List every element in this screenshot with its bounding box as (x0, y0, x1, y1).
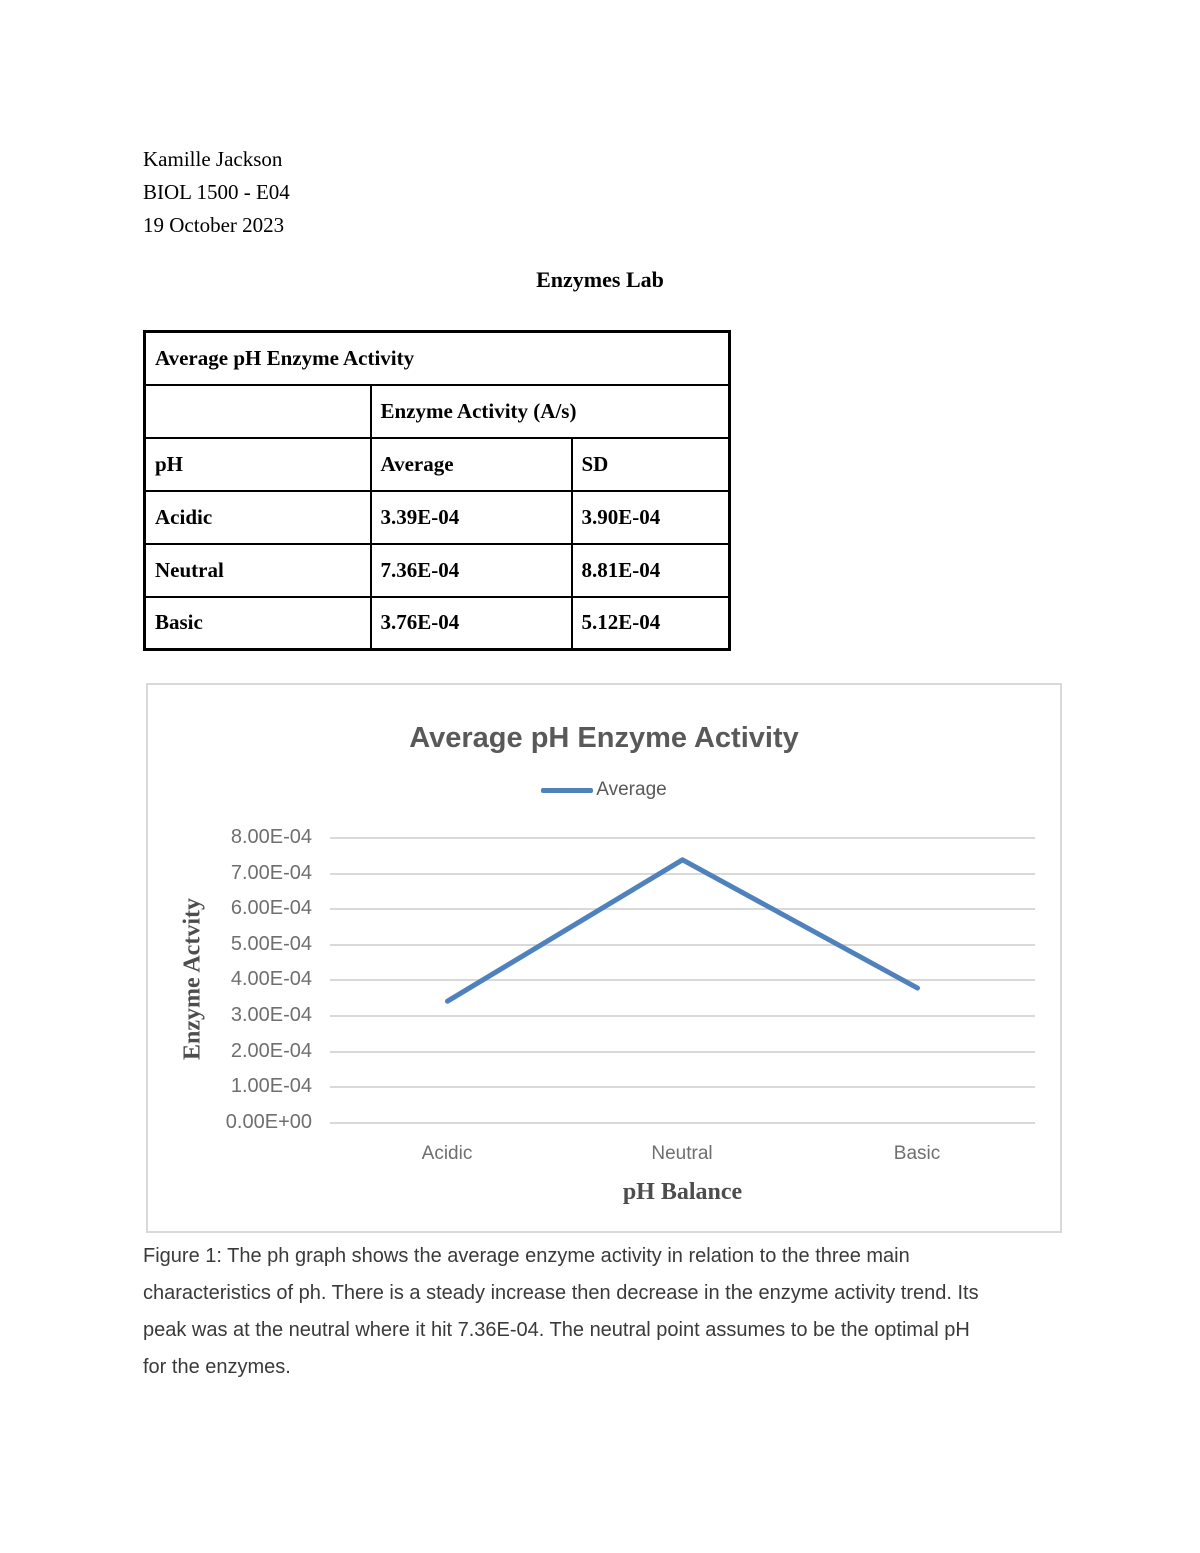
figure-caption: Figure 1: The ph graph shows the average… (143, 1238, 1088, 1386)
document-header: Kamille Jackson BIOL 1500 - E04 19 Octob… (143, 143, 290, 242)
gridline (330, 837, 1035, 839)
row-label: Neutral (143, 542, 372, 598)
document-date: 19 October 2023 (143, 213, 285, 237)
x-tick-label: Basic (893, 1143, 941, 1164)
caption-line: for the enzymes. (143, 1356, 291, 1378)
chart-title: Average pH Enzyme Activity (409, 722, 799, 754)
y-tick-label: 7.00E-04 (230, 862, 312, 884)
gridline (330, 908, 1035, 910)
table-group-header-row: Enzyme Activity (A/s) (143, 383, 731, 439)
gridline (330, 979, 1035, 981)
gridline (330, 1015, 1035, 1017)
caption-line: characteristics of ph. There is a steady… (143, 1282, 979, 1304)
table-row: Basic 3.76E-04 5.12E-04 (143, 595, 731, 651)
y-tick-label: 5.00E-04 (230, 933, 312, 955)
y-tick-label: 8.00E-04 (230, 826, 312, 848)
gridline (330, 873, 1035, 875)
x-tick-label: Neutral (651, 1143, 713, 1164)
y-tick-label: 1.00E-04 (230, 1075, 312, 1097)
sd-value: 3.90E-04 (570, 489, 731, 545)
table-row: Acidic 3.39E-04 3.90E-04 (143, 489, 731, 545)
enzyme-activity-table: Average pH Enzyme Activity Enzyme Activi… (143, 330, 732, 651)
gridline (330, 1122, 1035, 1124)
sd-value: 8.81E-04 (570, 542, 731, 598)
y-tick-label: 6.00E-04 (230, 897, 312, 919)
average-value: 3.76E-04 (369, 595, 573, 651)
group-header-cell: Enzyme Activity (A/s) (369, 383, 731, 439)
document-title: Enzymes Lab (536, 267, 664, 292)
average-value: 7.36E-04 (369, 542, 573, 598)
caption-line: peak was at the neutral where it hit 7.3… (143, 1319, 970, 1341)
column-header-average: Average (369, 436, 573, 492)
sd-value: 5.12E-04 (570, 595, 731, 651)
legend-line-icon (541, 787, 594, 793)
y-tick-label: 3.00E-04 (230, 1004, 312, 1026)
table-column-header-row: pH Average SD (143, 436, 731, 492)
x-tick-label: Acidic (421, 1143, 473, 1164)
y-tick-label: 4.00E-04 (230, 968, 312, 990)
chart-line-svg (445, 857, 920, 1004)
y-axis-title: Enzyme Actvity (179, 898, 206, 1060)
caption-line: Figure 1: The ph graph shows the average… (143, 1245, 910, 1267)
chart-legend: Average (148, 779, 1060, 801)
x-axis-title: pH Balance (622, 1179, 743, 1205)
gridline (330, 1086, 1035, 1088)
table-title-cell: Average pH Enzyme Activity (143, 330, 731, 386)
column-header-sd: SD (570, 436, 731, 492)
average-value: 3.39E-04 (369, 489, 573, 545)
author-name: Kamille Jackson (143, 147, 283, 171)
table-row: Neutral 7.36E-04 8.81E-04 (143, 542, 731, 598)
y-tick-label: 0.00E+00 (225, 1111, 312, 1133)
row-label: Basic (143, 595, 372, 651)
legend-label-average: Average (596, 779, 667, 800)
empty-cell (143, 383, 372, 439)
y-tick-label: 2.00E-04 (230, 1040, 312, 1062)
gridline (330, 1051, 1035, 1053)
row-label: Acidic (143, 489, 372, 545)
column-header-ph: pH (143, 436, 372, 492)
gridline (330, 944, 1035, 946)
chart-container: Average pH Enzyme Activity Average 8.00E… (146, 683, 1062, 1233)
course-code: BIOL 1500 - E04 (143, 180, 290, 204)
table-title-row: Average pH Enzyme Activity (143, 330, 731, 386)
